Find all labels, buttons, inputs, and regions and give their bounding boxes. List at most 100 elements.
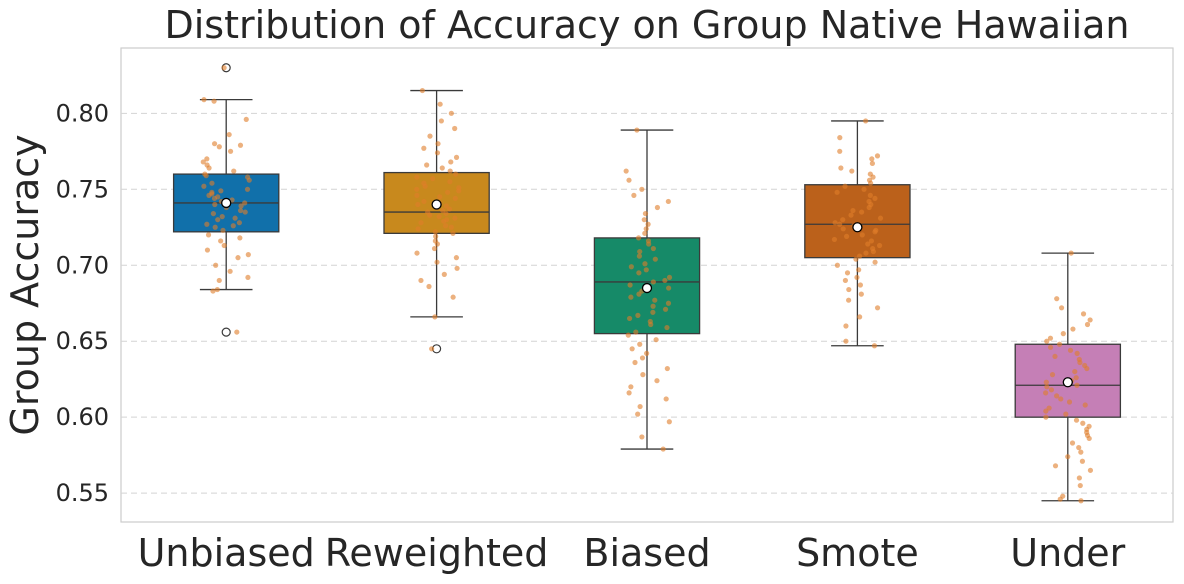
jitter-point xyxy=(652,256,658,262)
jitter-point xyxy=(1063,411,1069,417)
jitter-point xyxy=(637,403,643,410)
jitter-point xyxy=(1074,350,1080,356)
jitter-point xyxy=(632,359,638,366)
jitter-point xyxy=(627,282,633,288)
jitter-point xyxy=(448,224,454,230)
jitter-point xyxy=(215,217,221,223)
boxes xyxy=(172,63,1122,504)
jitter-point xyxy=(424,162,430,168)
jitter-point xyxy=(643,226,649,232)
jitter-point xyxy=(434,241,440,247)
jitter-point xyxy=(643,267,649,273)
jitter-point xyxy=(639,186,645,192)
jitter-point xyxy=(1065,454,1071,460)
jitter-point xyxy=(216,144,222,150)
jitter-point xyxy=(200,159,206,165)
jitter-point xyxy=(831,236,838,243)
mean-marker xyxy=(431,199,442,210)
jitter-point xyxy=(438,118,444,124)
jitter-point xyxy=(633,329,639,335)
x-tick-label: Biased xyxy=(583,531,710,575)
jitter-point xyxy=(666,419,672,425)
jitter-point xyxy=(650,309,656,315)
jitter-point xyxy=(650,245,656,252)
jitter-point xyxy=(850,207,856,214)
jitter-point xyxy=(414,186,420,192)
jitter-point xyxy=(637,248,643,255)
jitter-point xyxy=(245,274,251,281)
jitter-point xyxy=(415,226,421,232)
jitter-point xyxy=(665,300,672,306)
jitter-point xyxy=(448,159,454,165)
jitter-point xyxy=(441,218,447,224)
jitter-point xyxy=(1082,402,1088,408)
jitter-point xyxy=(838,165,844,171)
jitter-point xyxy=(1047,344,1054,350)
jitter-point xyxy=(218,238,224,244)
jitter-point xyxy=(430,176,436,182)
jitter-point xyxy=(645,221,651,227)
jitter-point xyxy=(636,270,642,276)
jitter-point xyxy=(865,241,871,247)
jitter-point xyxy=(437,194,443,200)
jitter-point xyxy=(236,220,242,226)
jitter-point xyxy=(452,125,458,132)
jitter-point xyxy=(221,65,227,71)
jitter-point xyxy=(427,212,433,218)
jitter-point xyxy=(450,294,456,300)
jitter-point xyxy=(1066,399,1073,405)
jitter-point xyxy=(628,384,634,390)
jitter-point xyxy=(421,198,427,205)
jitter-point xyxy=(1077,482,1083,489)
jitter-point xyxy=(1060,331,1066,337)
jitter-point xyxy=(431,245,438,252)
jitter-point xyxy=(848,212,854,218)
x-tick-label: Smote xyxy=(796,531,919,575)
jitter-point xyxy=(626,390,632,396)
jitter-point xyxy=(665,198,671,205)
jitter-point xyxy=(639,355,646,361)
jitter-point xyxy=(201,97,207,103)
jitter-point xyxy=(856,267,862,273)
jitter-point xyxy=(653,337,659,343)
jitter-point xyxy=(1058,396,1064,402)
jitter-point xyxy=(635,235,642,241)
jitter-point xyxy=(1044,338,1050,344)
jitter-point xyxy=(846,297,852,303)
jitter-point xyxy=(654,204,661,211)
jitter-point xyxy=(440,207,446,214)
jitter-point xyxy=(858,291,864,297)
jitter-point xyxy=(1070,326,1076,332)
x-tick-labels: Unbiased Reweighted Biased Smote Under xyxy=(138,531,1126,575)
jitter-point xyxy=(856,253,863,259)
jitter-point xyxy=(1057,496,1063,502)
jitter-point xyxy=(874,153,881,159)
jitter-point xyxy=(414,192,420,198)
jitter-point xyxy=(636,253,643,259)
jitter-point xyxy=(868,238,875,244)
jitter-point xyxy=(427,133,433,139)
jitter-point xyxy=(843,323,849,329)
mean-marker xyxy=(1062,377,1073,388)
jitter-point xyxy=(218,188,224,194)
jitter-point xyxy=(232,215,238,221)
jitter-point xyxy=(867,192,873,198)
jitter-point xyxy=(1084,365,1090,372)
jitter-point xyxy=(454,265,460,271)
jitter-point xyxy=(874,305,881,311)
jitter-point xyxy=(1052,463,1059,469)
jitter-point xyxy=(1048,387,1055,393)
jitter-point xyxy=(426,283,432,290)
jitter-point xyxy=(1076,475,1082,481)
jitter-point xyxy=(642,230,648,236)
jitter-point xyxy=(446,206,453,212)
jitter-point xyxy=(214,286,220,293)
jitter-point xyxy=(869,156,875,162)
jitter-point xyxy=(666,274,673,281)
jitter-point xyxy=(1084,321,1091,328)
y-tick-label: 0.65 xyxy=(56,327,109,355)
jitter-point xyxy=(237,207,244,214)
box-iqr xyxy=(804,184,911,259)
jitter-point xyxy=(650,279,656,285)
jitter-point xyxy=(452,215,458,221)
